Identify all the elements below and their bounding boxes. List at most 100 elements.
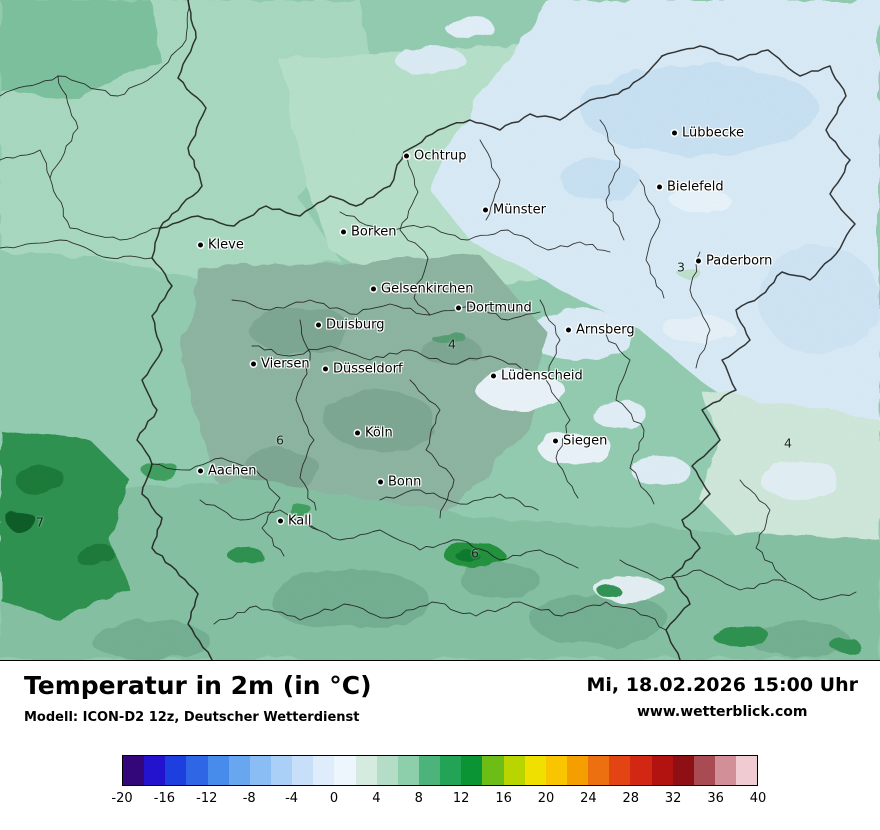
city-dot-icon — [483, 207, 488, 213]
city-marker: Bonn — [378, 475, 421, 490]
district-border-line — [159, 0, 207, 229]
city-marker: Köln — [355, 426, 393, 441]
colorbar-segment — [566, 756, 589, 785]
city-marker: Kall — [278, 514, 312, 529]
district-border-line — [599, 329, 655, 505]
colorbar-segment — [440, 756, 462, 785]
colorbar-tick-label: 36 — [707, 791, 724, 806]
city-dot-icon — [198, 468, 203, 474]
city-dot-icon — [278, 518, 283, 524]
city-marker: Münster — [483, 203, 546, 218]
colorbar-tick-label: 24 — [580, 791, 597, 806]
city-marker: Bielefeld — [657, 180, 724, 195]
city-dot-icon — [672, 130, 677, 136]
city-label: Lübbecke — [682, 125, 744, 141]
city-label: Lüdenscheid — [501, 368, 583, 384]
city-dot-icon — [696, 258, 701, 264]
city-label: Paderborn — [706, 253, 773, 269]
colorbar-segment — [503, 756, 525, 785]
city-dot-icon — [404, 153, 409, 159]
city-marker: Kleve — [198, 238, 244, 253]
colorbar-segment — [588, 756, 610, 785]
district-border-line — [599, 119, 625, 241]
city-label: Gelsenkirchen — [381, 281, 474, 297]
city-dot-icon — [371, 286, 376, 292]
colorbar-segment — [736, 756, 758, 785]
city-dot-icon — [491, 373, 496, 379]
colorbar-segment — [249, 756, 271, 785]
city-marker: Viersen — [251, 357, 310, 372]
colorbar-segment — [693, 756, 715, 785]
district-border-line — [159, 55, 663, 229]
colorbar-segment — [165, 756, 187, 785]
colorbar-segment — [207, 756, 229, 785]
model-caption: Modell: ICON-D2 12z, Deutscher Wetterdie… — [24, 710, 360, 725]
colorbar-segment — [651, 756, 673, 785]
district-border-line — [49, 75, 161, 241]
city-marker: Lübbecke — [672, 126, 744, 141]
colorbar-tick-label: 32 — [664, 791, 682, 806]
page-title: Temperatur in 2m (in °C) — [24, 671, 372, 700]
colorbar-segment — [545, 756, 567, 785]
city-label: Köln — [365, 425, 393, 441]
temp-value-label: 4 — [784, 435, 792, 451]
city-dot-icon — [198, 242, 203, 248]
city-dot-icon — [378, 479, 383, 485]
district-border-line — [639, 179, 665, 299]
city-label: Duisburg — [326, 317, 385, 333]
city-marker: Gelsenkirchen — [371, 282, 474, 297]
city-label: Münster — [493, 202, 546, 218]
district-border-line — [399, 151, 431, 316]
city-label: Kall — [288, 513, 312, 529]
temp-value-label: 7 — [36, 514, 44, 530]
district-border-line — [299, 519, 579, 569]
city-dot-icon — [316, 322, 321, 328]
city-label: Viersen — [261, 356, 310, 372]
colorbar-segment — [630, 756, 652, 785]
colorbar-gradient — [122, 755, 758, 786]
city-dot-icon — [553, 438, 558, 444]
temp-value-label: 6 — [276, 432, 284, 448]
city-label: Düsseldorf — [333, 361, 403, 377]
colorbar-segment — [524, 756, 546, 785]
district-border-line — [661, 45, 856, 660]
district-borders-layer — [0, 0, 857, 660]
colorbar-segment — [355, 756, 377, 785]
city-dot-icon — [566, 327, 571, 333]
colorbar-tick-label: 16 — [495, 791, 512, 806]
colorbar-segment — [123, 756, 145, 785]
city-marker: Ochtrup — [404, 149, 467, 164]
city-marker: Arnsberg — [566, 323, 635, 338]
district-border-line — [151, 457, 257, 471]
colorbar-tick-label: 0 — [329, 791, 339, 806]
district-border-line — [479, 139, 501, 221]
city-label: Arnsberg — [576, 322, 635, 338]
colorbar-tick-label: 8 — [414, 791, 423, 806]
colorbar-segment — [609, 756, 631, 785]
colorbar-segment — [144, 756, 166, 785]
colorbar: -20 -16 -12 -8 -4 0 4 8 12 16 20 24 28 32 36 40 — [111, 755, 766, 809]
colorbar-segment — [292, 756, 314, 785]
map-footer: Temperatur in 2m (in °C) Modell: ICON-D2… — [0, 661, 880, 830]
temperature-map-canvas — [0, 0, 880, 660]
district-border-line — [231, 299, 541, 321]
city-marker: Borken — [341, 225, 397, 240]
district-border-line — [539, 299, 579, 499]
city-label: Bielefeld — [667, 179, 724, 195]
colorbar-segment — [672, 756, 694, 785]
colorbar-segment — [397, 756, 419, 785]
city-dot-icon — [341, 229, 346, 235]
city-label: Dortmund — [466, 300, 532, 316]
city-dot-icon — [657, 184, 662, 190]
city-marker: Lüdenscheid — [491, 369, 583, 384]
colorbar-tick-label: 20 — [537, 791, 555, 806]
city-marker: Düsseldorf — [323, 362, 403, 377]
district-border-line — [255, 469, 285, 557]
district-border-line — [379, 489, 539, 511]
colorbar-tick-label: -16 — [153, 791, 176, 806]
colorbar-segment — [334, 756, 356, 785]
grain-texture — [0, 0, 880, 660]
colorbar-segment — [313, 756, 335, 785]
colorbar-segment — [270, 756, 293, 785]
